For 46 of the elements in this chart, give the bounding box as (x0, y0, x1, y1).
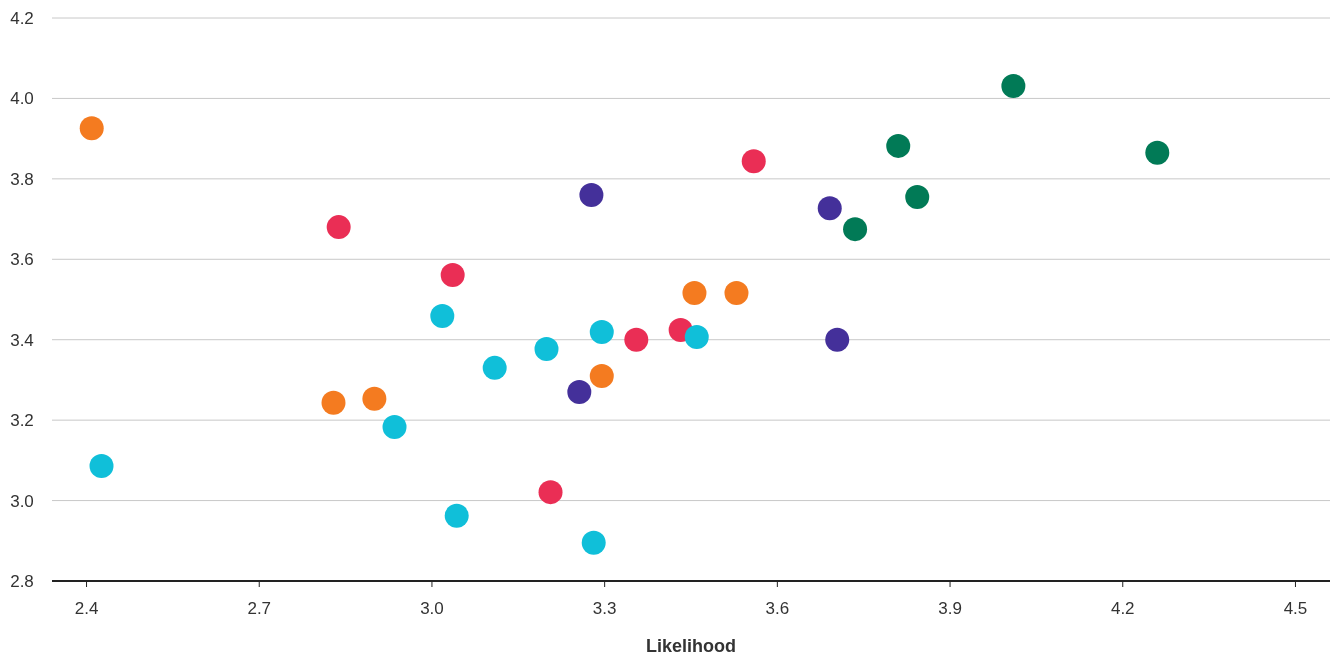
x-tick-label: 3.6 (765, 599, 790, 618)
point (581, 530, 606, 555)
point (741, 149, 766, 174)
y-tick-label: 3.8 (10, 169, 34, 189)
y-tick-label: 3.0 (10, 491, 34, 511)
x-tick-label: 4.5 (1283, 599, 1308, 618)
y-tick-label: 4.0 (10, 89, 34, 109)
point (825, 327, 850, 352)
point (624, 327, 649, 352)
x-tick-label: 3.3 (592, 599, 617, 618)
point (1145, 140, 1170, 165)
point (567, 379, 592, 404)
y-tick-label: 2.8 (10, 571, 34, 591)
y-tick-label: 3.2 (10, 411, 34, 431)
y-tick-label: 3.4 (10, 330, 34, 350)
y-tick-label: 3.6 (10, 250, 34, 270)
point (1001, 73, 1026, 98)
y-tick-label: 4.2 (10, 8, 34, 28)
x-tick-label: 4.2 (1110, 599, 1135, 618)
point (886, 133, 911, 158)
x-tick-label: 2.7 (247, 599, 272, 618)
point (579, 182, 604, 207)
point (382, 414, 407, 439)
point (682, 281, 707, 306)
point (79, 116, 104, 141)
point (538, 480, 563, 505)
x-tick-label: 2.4 (74, 599, 99, 618)
point (589, 320, 614, 345)
point (482, 355, 507, 380)
point (684, 324, 709, 349)
point (534, 336, 559, 361)
point (430, 303, 455, 328)
point (905, 184, 930, 209)
point (444, 503, 469, 528)
point (362, 386, 387, 411)
point (89, 453, 114, 478)
point (440, 262, 465, 287)
point (589, 363, 614, 388)
x-axis-title: Likelihood (646, 636, 736, 656)
point (817, 196, 842, 221)
x-tick-label: 3.9 (938, 599, 962, 618)
point (724, 281, 749, 306)
point (326, 215, 351, 240)
point (843, 217, 868, 242)
x-tick-label: 3.0 (420, 599, 444, 618)
point (321, 390, 346, 415)
